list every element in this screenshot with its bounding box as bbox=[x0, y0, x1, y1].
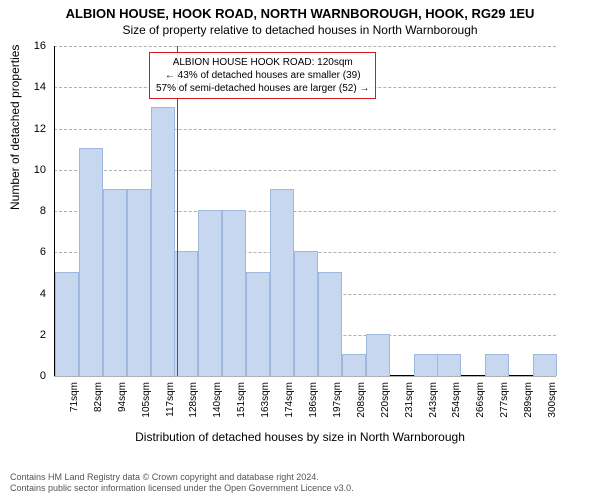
annotation-line-2: ← 43% of detached houses are smaller (39… bbox=[156, 69, 369, 82]
histogram-bar bbox=[270, 189, 294, 376]
y-tick-label: 0 bbox=[22, 370, 46, 382]
x-tick-label: 277sqm bbox=[499, 382, 510, 418]
x-tick-label: 105sqm bbox=[141, 382, 152, 418]
histogram-bar bbox=[414, 354, 438, 376]
annotation-line-1: ALBION HOUSE HOOK ROAD: 120sqm bbox=[156, 56, 369, 69]
annotation-box: ALBION HOUSE HOOK ROAD: 120sqm← 43% of d… bbox=[149, 52, 376, 99]
chart-subtitle: Size of property relative to detached ho… bbox=[0, 21, 600, 37]
y-tick-label: 14 bbox=[22, 81, 46, 93]
x-tick-label: 289sqm bbox=[523, 382, 534, 418]
histogram-bar bbox=[294, 251, 318, 376]
y-tick-label: 8 bbox=[22, 205, 46, 217]
annotation-line-3: 57% of semi-detached houses are larger (… bbox=[156, 82, 369, 95]
histogram-bar bbox=[222, 210, 246, 376]
histogram-bar bbox=[246, 272, 270, 376]
y-tick-label: 6 bbox=[22, 246, 46, 258]
y-tick-label: 10 bbox=[22, 164, 46, 176]
gridline bbox=[54, 46, 556, 48]
x-tick-label: 220sqm bbox=[380, 382, 391, 418]
x-tick-label: 186sqm bbox=[308, 382, 319, 418]
y-tick-label: 16 bbox=[22, 40, 46, 52]
histogram-bar bbox=[366, 334, 390, 376]
y-axis-label: Number of detached properties bbox=[8, 45, 22, 210]
x-tick-label: 254sqm bbox=[451, 382, 462, 418]
chart-title: ALBION HOUSE, HOOK ROAD, NORTH WARNBOROU… bbox=[0, 0, 600, 21]
y-tick-label: 2 bbox=[22, 329, 46, 341]
attribution-line-1: Contains HM Land Registry data © Crown c… bbox=[10, 472, 354, 483]
x-tick-label: 174sqm bbox=[284, 382, 295, 418]
x-tick-label: 163sqm bbox=[260, 382, 271, 418]
chart-plot-area: 024681012141671sqm82sqm94sqm105sqm117sqm… bbox=[54, 46, 556, 376]
x-axis-title: Distribution of detached houses by size … bbox=[0, 430, 600, 444]
histogram-bar bbox=[79, 148, 103, 376]
x-tick-label: 94sqm bbox=[117, 382, 128, 412]
x-tick-label: 208sqm bbox=[356, 382, 367, 418]
attribution-line-2: Contains public sector information licen… bbox=[10, 483, 354, 494]
histogram-bar bbox=[174, 251, 198, 376]
histogram-bar bbox=[485, 354, 509, 376]
x-tick-label: 82sqm bbox=[93, 382, 104, 412]
histogram-bar bbox=[342, 354, 366, 376]
x-tick-label: 197sqm bbox=[332, 382, 343, 418]
histogram-bar bbox=[127, 189, 151, 376]
x-tick-label: 140sqm bbox=[212, 382, 223, 418]
attribution-text: Contains HM Land Registry data © Crown c… bbox=[10, 472, 354, 494]
histogram-bar bbox=[198, 210, 222, 376]
gridline bbox=[54, 129, 556, 131]
histogram-bar bbox=[151, 107, 175, 376]
x-tick-label: 128sqm bbox=[188, 382, 199, 418]
x-tick-label: 266sqm bbox=[475, 382, 486, 418]
histogram-bar bbox=[318, 272, 342, 376]
x-tick-label: 231sqm bbox=[404, 382, 415, 418]
x-tick-label: 243sqm bbox=[428, 382, 439, 418]
x-tick-label: 71sqm bbox=[69, 382, 80, 412]
histogram-bar bbox=[55, 272, 79, 376]
gridline bbox=[54, 376, 556, 378]
x-tick-label: 151sqm bbox=[236, 382, 247, 418]
y-tick-label: 12 bbox=[22, 123, 46, 135]
gridline bbox=[54, 170, 556, 172]
histogram-bar bbox=[437, 354, 461, 376]
histogram-bar bbox=[533, 354, 557, 376]
x-tick-label: 300sqm bbox=[547, 382, 558, 418]
x-tick-label: 117sqm bbox=[165, 382, 176, 417]
y-tick-label: 4 bbox=[22, 288, 46, 300]
histogram-bar bbox=[103, 189, 127, 376]
